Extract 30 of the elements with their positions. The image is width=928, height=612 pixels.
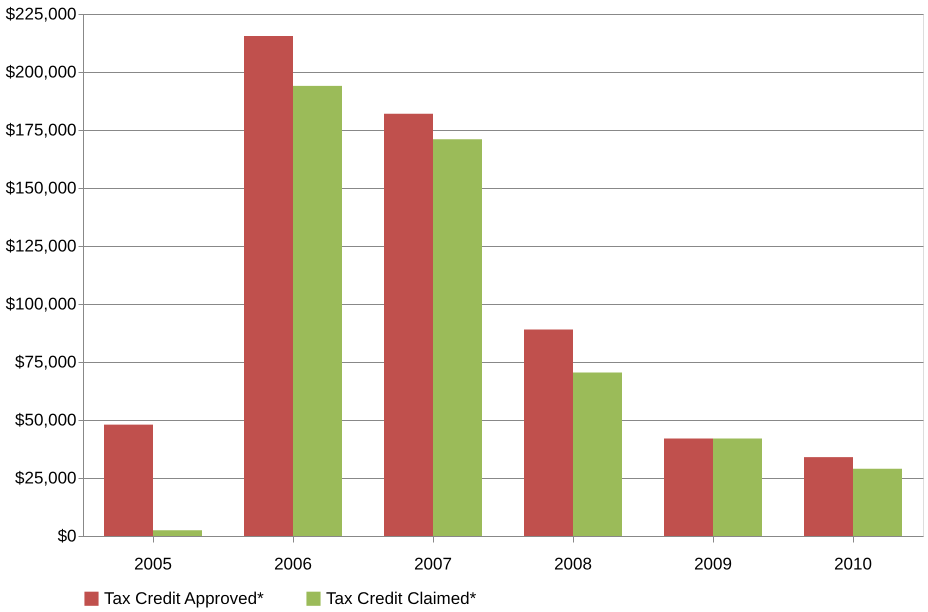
y-tick-label: $125,000	[6, 236, 76, 256]
x-tick-label: 2009	[694, 554, 732, 574]
y-tick-label: $25,000	[15, 468, 76, 488]
y-tick-label: $75,000	[15, 352, 76, 372]
legend-label: Tax Credit Approved*	[104, 588, 264, 608]
x-tick-label: 2008	[554, 554, 592, 574]
y-tick-label: $200,000	[6, 62, 76, 82]
bar	[153, 530, 202, 536]
x-tick-label: 2005	[134, 554, 172, 574]
x-tick-label: 2006	[274, 554, 312, 574]
bar	[524, 330, 573, 536]
bar	[433, 139, 482, 536]
y-tick-label: $150,000	[6, 178, 76, 198]
legend-label: Tax Credit Claimed*	[326, 588, 477, 608]
bar	[804, 457, 853, 536]
bar	[293, 86, 342, 536]
y-tick-label: $175,000	[6, 120, 76, 140]
x-tick-label: 2010	[834, 554, 872, 574]
x-tick-label: 2007	[414, 554, 452, 574]
bar	[104, 424, 153, 536]
bar	[384, 114, 433, 536]
bar	[244, 36, 293, 536]
bar	[573, 372, 622, 536]
bar	[853, 468, 902, 536]
y-tick-label: $225,000	[6, 4, 76, 24]
bar	[664, 438, 713, 536]
y-tick-label: $100,000	[6, 294, 76, 314]
y-tick-label: $50,000	[15, 410, 76, 430]
y-tick-label: $0	[58, 526, 76, 546]
bar	[713, 438, 762, 536]
